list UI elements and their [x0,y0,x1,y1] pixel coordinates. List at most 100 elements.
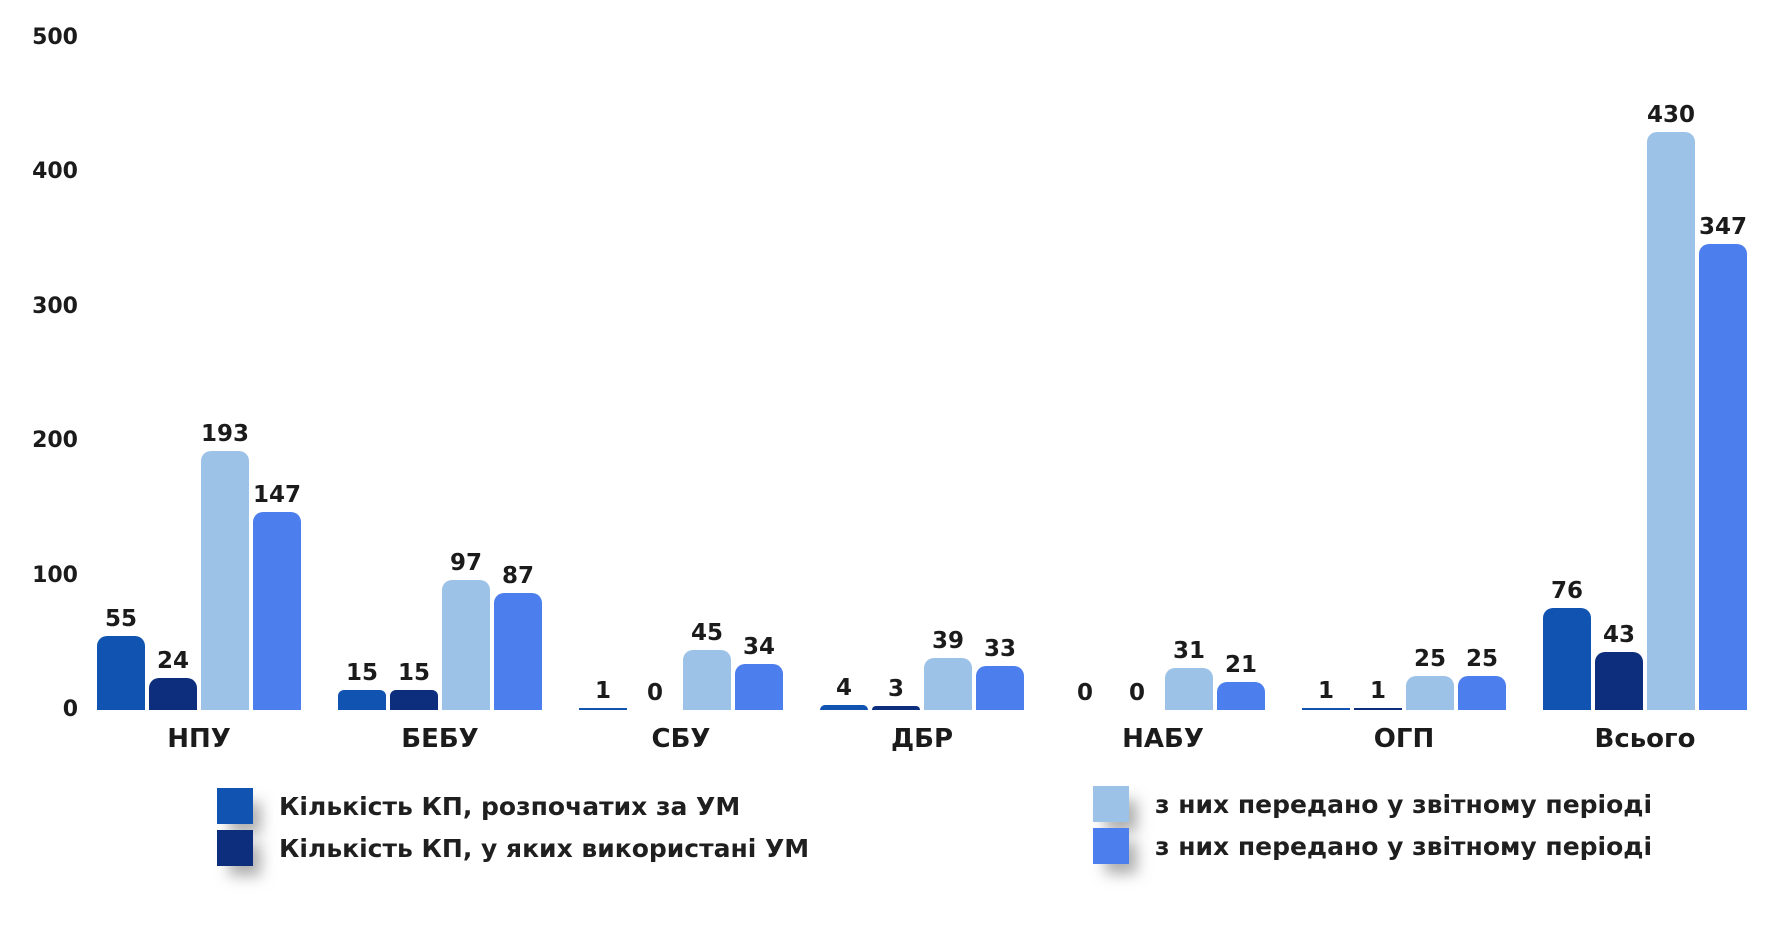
bar-value-label: 87 [501,563,534,590]
bar-value-label: 3 [887,676,904,702]
bar [976,665,1024,710]
bar-slot: 1 [1354,38,1402,710]
bar-value-label: 39 [931,627,964,654]
legend-swatch-series1 [217,788,253,824]
bar-value-label: 25 [1465,646,1498,673]
legend-label-series2: Кількість КП, у яких використані УМ [279,833,810,863]
bar-value-label: 97 [449,549,482,576]
bar-slot: 43 [1595,38,1643,710]
bar-slot: 25 [1458,38,1506,710]
bar [97,636,145,710]
bar-slot: 76 [1543,38,1591,710]
bar-value-label: 34 [742,634,775,661]
y-tick-500: 500 [32,25,78,50]
bar-slot: 21 [1217,38,1265,710]
bar-slot: 430 [1647,38,1695,710]
bar-value-label: 43 [1602,622,1635,649]
bar-value-label: 193 [201,420,250,447]
bar [338,689,386,710]
bar [390,689,438,710]
bar-value-label: 1 [1369,678,1386,704]
bar-group-5: 0 0 31 21 НАБУ [1061,38,1265,754]
bar-slot: 1 [579,38,627,710]
category-label: ДБР [890,724,954,754]
category-label: СБУ [651,724,711,754]
bar-value-label: 55 [104,606,137,633]
bar-group-4: 4 3 39 33 ДБР [820,38,1024,754]
bar [1647,132,1695,710]
legend-swatch-series2 [217,830,253,866]
bar-slot: 4 [820,38,868,710]
bar-group-6: 1 1 25 25 ОГП [1302,38,1506,754]
bar-slot: 39 [924,38,972,710]
bar [253,512,301,710]
bar-slot: 25 [1406,38,1454,710]
bar-value-label: 25 [1413,646,1446,673]
legend-label-series1: Кількість КП, розпочатих за УМ [279,791,741,821]
bar [735,664,783,710]
bar [1165,668,1213,710]
bar [1595,652,1643,710]
bar-slot: 0 [631,38,679,710]
bar-group-3: 1 0 45 34 СБУ [579,38,783,754]
y-tick-200: 200 [32,428,78,454]
bar-value-label: 4 [835,674,852,701]
bar [1302,708,1350,710]
bar-slot: 45 [683,38,731,710]
bar-value-label: 347 [1699,213,1748,240]
bar-slot: 0 [1113,38,1161,710]
bar-value-label: 1 [594,678,611,704]
bar-slot: 55 [97,38,145,710]
bar-value-label: 76 [1550,577,1583,604]
bar-slot: 15 [390,38,438,710]
bar-slot: 34 [735,38,783,710]
y-tick-300: 300 [32,293,78,319]
legend-swatch-series4 [1093,828,1129,864]
bar [494,593,542,710]
bar [442,579,490,710]
bar-slot: 97 [442,38,490,710]
legend-item-series3: з них передано у звітному періоді [1093,786,1652,822]
bar-value-label: 31 [1172,638,1205,665]
category-label: НАБУ [1122,724,1204,754]
bar-slot: 24 [149,38,197,710]
legend-item-series1: Кількість КП, розпочатих за УМ [217,788,740,824]
bar [924,657,972,710]
category-label: Всього [1594,724,1696,754]
bar-slot: 87 [494,38,542,710]
bar-slot: 347 [1699,38,1747,710]
legend-label-series4: з них передано у звітному періоді [1155,831,1653,861]
category-label: ОГП [1373,724,1435,754]
bar [1354,708,1402,710]
legend-item-series2: Кількість КП, у яких використані УМ [217,830,809,866]
bar-value-label: 24 [156,647,189,674]
bar [149,677,197,710]
bar-slot: 15 [338,38,386,710]
y-tick-100: 100 [32,562,78,588]
bar-slot: 193 [201,38,249,710]
bar-slot: 31 [1165,38,1213,710]
bar-group-2: 15 15 97 87 БЕБУ [338,38,542,754]
plot-area: 55 24 193 147 НПУ 15 15 97 87 БЕБУ 1 0 45 34 СБУ 4 3 39 33… [97,38,1747,754]
bar-slot: 0 [1061,38,1109,710]
y-tick-0: 0 [62,697,78,722]
bar-value-label: 430 [1647,102,1696,129]
bar-value-label: 0 [1128,680,1145,706]
bar [1406,676,1454,710]
bar [820,704,868,710]
bar-slot: 33 [976,38,1024,710]
bar [1699,243,1747,710]
bar-value-label: 0 [646,680,663,706]
bar [872,706,920,710]
category-label: НПУ [167,724,231,754]
bar-value-label: 0 [1076,680,1093,706]
legend-swatch-series3 [1093,786,1129,822]
category-label: БЕБУ [401,724,479,754]
y-tick-400: 400 [32,159,78,185]
legend-label-series3: з них передано у звітному періоді [1155,789,1653,819]
bar [1458,676,1506,710]
bar-value-label: 21 [1224,651,1257,678]
bar [579,708,627,710]
bar-value-label: 15 [345,659,378,686]
